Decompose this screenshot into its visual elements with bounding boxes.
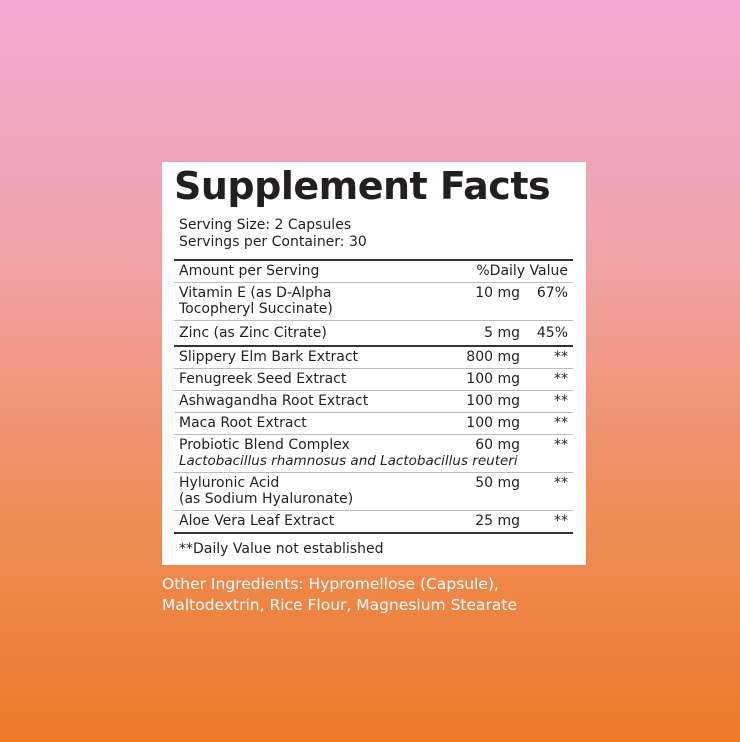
- nutrient-name-cont: (as Sodium Hyaluronate): [179, 491, 354, 507]
- table-row: Slippery Elm Bark Extract 800 mg **: [174, 345, 573, 368]
- nutrient-dv: **: [554, 415, 568, 431]
- serving-info: Serving Size: 2 Capsules Servings per Co…: [179, 217, 367, 251]
- nutrient-subtext: Lactobacillus rhamnosus and Lactobacillu…: [179, 453, 518, 469]
- table-row: Probiotic Blend Complex 60 mg ** Lactoba…: [174, 434, 573, 472]
- nutrient-amount: 5 mg: [484, 325, 520, 341]
- header-dv: %Daily Value: [476, 263, 568, 279]
- nutrient-amount: 25 mg: [475, 513, 520, 529]
- nutrient-amount: 100 mg: [466, 415, 520, 431]
- nutrient-name-cont: Tocopheryl Succinate): [179, 301, 333, 317]
- nutrient-dv: 67%: [536, 285, 568, 301]
- nutrient-dv: **: [554, 513, 568, 529]
- servings-per-container: Servings per Container: 30: [179, 234, 367, 250]
- nutrient-dv: **: [554, 393, 568, 409]
- nutrient-dv: **: [554, 371, 568, 387]
- nutrient-name: Maca Root Extract: [179, 415, 307, 431]
- divider: [174, 532, 573, 534]
- table-row: Zinc (as Zinc Citrate) 5 mg 45%: [174, 320, 573, 345]
- nutrient-name: Slippery Elm Bark Extract: [179, 349, 359, 365]
- table-row: Aloe Vera Leaf Extract 25 mg **: [174, 510, 573, 532]
- table-row: Maca Root Extract 100 mg **: [174, 412, 573, 434]
- table-row: Fenugreek Seed Extract 100 mg **: [174, 368, 573, 390]
- table-header: Amount per Serving %Daily Value: [174, 259, 573, 282]
- nutrient-dv: **: [554, 349, 568, 365]
- nutrient-name: Ashwagandha Root Extract: [179, 393, 369, 409]
- serving-size: Serving Size: 2 Capsules: [179, 217, 352, 233]
- nutrient-amount: 50 mg: [475, 475, 520, 491]
- other-ingredients: Other Ingredients: Hypromellose (Capsule…: [162, 574, 517, 616]
- header-amount: Amount per Serving: [179, 263, 320, 279]
- nutrient-amount: 800 mg: [466, 349, 520, 365]
- facts-table: Amount per Serving %Daily Value Vitamin …: [174, 259, 573, 557]
- nutrient-name: Zinc (as Zinc Citrate): [179, 325, 327, 341]
- nutrient-amount: 100 mg: [466, 393, 520, 409]
- footnote: **Daily Value not established: [179, 541, 384, 557]
- table-row: Ashwagandha Root Extract 100 mg **: [174, 390, 573, 412]
- supplement-facts-panel: Supplement Facts Serving Size: 2 Capsule…: [162, 162, 586, 565]
- nutrient-amount: 60 mg: [475, 437, 520, 453]
- nutrient-amount: 10 mg: [475, 285, 520, 301]
- nutrient-dv: 45%: [536, 325, 568, 341]
- nutrient-name: Aloe Vera Leaf Extract: [179, 513, 335, 529]
- nutrient-amount: 100 mg: [466, 371, 520, 387]
- nutrient-name: Vitamin E (as D-Alpha: [179, 285, 332, 301]
- nutrient-dv: **: [554, 475, 568, 491]
- table-row: Hyluronic Acid (as Sodium Hyaluronate) 50…: [174, 472, 573, 510]
- nutrient-name: Hyluronic Acid: [179, 475, 280, 491]
- table-row: Vitamin E (as D-Alpha Tocopheryl Succinat…: [174, 282, 573, 320]
- other-ingredients-line: Other Ingredients: Hypromellose (Capsule…: [162, 575, 499, 593]
- nutrient-name: Probiotic Blend Complex: [179, 437, 350, 453]
- panel-title: Supplement Facts: [174, 164, 551, 208]
- other-ingredients-line: Maltodextrin, Rice Flour, Magnesium Stea…: [162, 596, 518, 614]
- nutrient-name: Fenugreek Seed Extract: [179, 371, 347, 387]
- nutrient-dv: **: [554, 437, 568, 453]
